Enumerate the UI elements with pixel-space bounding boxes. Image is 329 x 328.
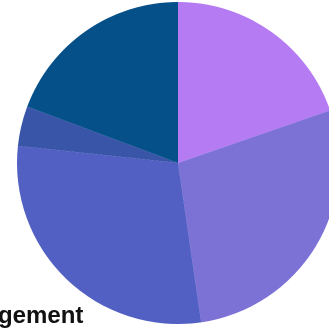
pie-slice-2 [178,110,329,323]
pie-slice-1 [178,2,329,163]
pie-slices [17,2,329,324]
pie-slice-label: gement [0,302,83,328]
pie-slice-3 [17,145,202,324]
pie-labels: gement [0,302,83,328]
pie-slice-5 [27,2,178,163]
pie-slice-4 [17,106,179,163]
